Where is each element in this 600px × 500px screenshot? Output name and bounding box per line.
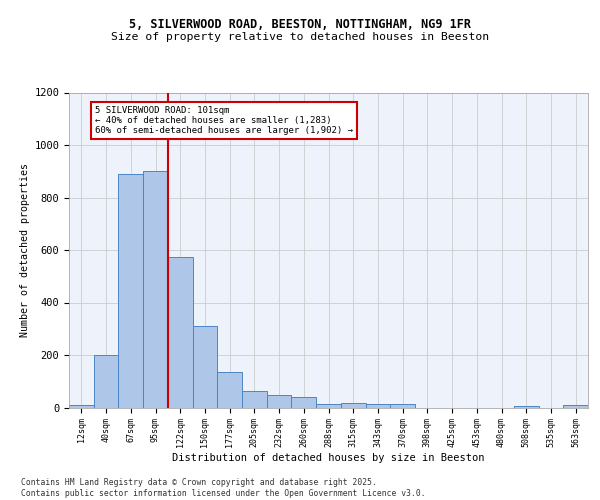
Text: 5, SILVERWOOD ROAD, BEESTON, NOTTINGHAM, NG9 1FR: 5, SILVERWOOD ROAD, BEESTON, NOTTINGHAM,… — [129, 18, 471, 30]
Bar — [193, 326, 217, 407]
Bar — [242, 391, 267, 407]
X-axis label: Distribution of detached houses by size in Beeston: Distribution of detached houses by size … — [172, 453, 485, 463]
Bar — [316, 404, 341, 407]
Bar — [168, 256, 193, 408]
Y-axis label: Number of detached properties: Number of detached properties — [20, 163, 30, 337]
Bar — [118, 174, 143, 408]
Bar — [267, 395, 292, 407]
Bar — [69, 405, 94, 407]
Bar — [292, 397, 316, 407]
Text: Size of property relative to detached houses in Beeston: Size of property relative to detached ho… — [111, 32, 489, 42]
Bar — [563, 405, 588, 407]
Bar — [217, 372, 242, 408]
Bar — [341, 403, 365, 407]
Bar — [94, 355, 118, 408]
Text: Contains HM Land Registry data © Crown copyright and database right 2025.
Contai: Contains HM Land Registry data © Crown c… — [21, 478, 425, 498]
Bar — [143, 171, 168, 408]
Text: 5 SILVERWOOD ROAD: 101sqm
← 40% of detached houses are smaller (1,283)
60% of se: 5 SILVERWOOD ROAD: 101sqm ← 40% of detac… — [95, 106, 353, 136]
Bar — [514, 406, 539, 407]
Bar — [390, 404, 415, 407]
Bar — [365, 404, 390, 407]
